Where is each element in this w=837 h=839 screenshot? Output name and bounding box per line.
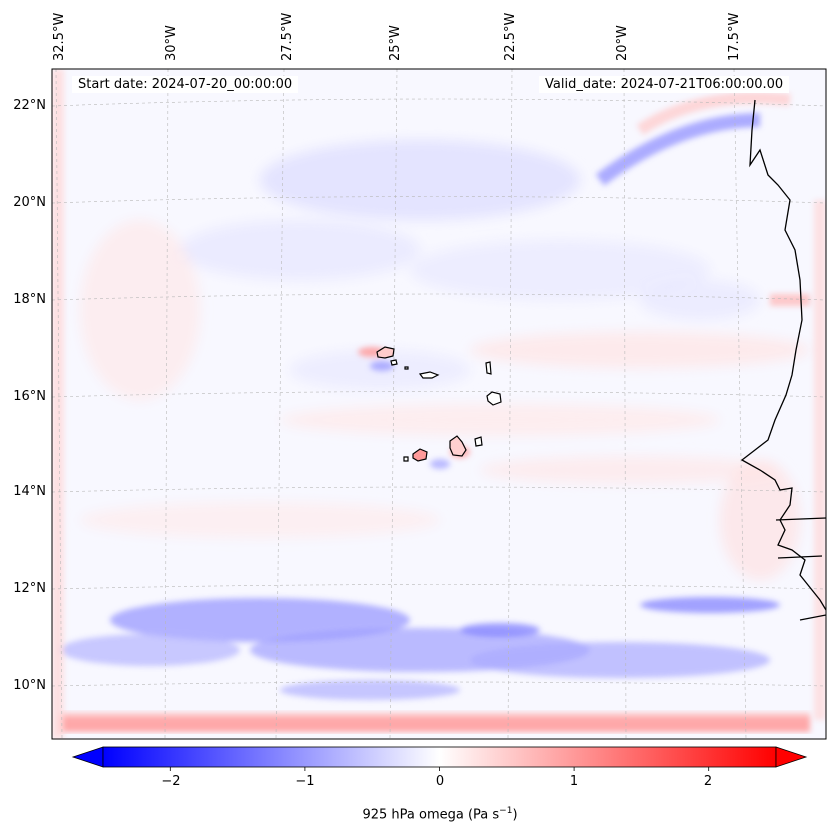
edge-strip (52, 69, 64, 739)
ascent-band (60, 634, 240, 666)
lon-label: 32.5°W (52, 12, 67, 61)
field-patch (410, 240, 710, 300)
omega-field (52, 69, 826, 739)
lat-label: 20°N (13, 195, 46, 210)
valid-date: Valid_date: 2024-07-21T06:00:00.00 (539, 76, 790, 93)
lat-label: 16°N (13, 389, 46, 404)
lon-label: 27.5°W (280, 12, 295, 61)
colorbar-label-close: ) (512, 807, 518, 823)
lat-label: 10°N (13, 678, 46, 693)
coastal-inlet (777, 555, 823, 559)
coastal-inlet (799, 614, 826, 621)
field-patch (260, 140, 580, 220)
lon-label: 17.5°W (727, 12, 742, 61)
colorbar-tick-label: 1 (569, 774, 579, 789)
islands (376, 346, 502, 462)
ascent-band (280, 680, 460, 700)
colorbar-tick-label: −1 (295, 774, 315, 789)
gridlines (52, 69, 826, 739)
boundary-band (60, 716, 810, 732)
field-patch (640, 280, 760, 320)
colorbar-label-text: 925 hPa omega (Pa s (362, 807, 500, 823)
lon-label: 30°W (164, 25, 179, 61)
colorbar-extend-high (775, 746, 808, 768)
lat-label: 14°N (13, 484, 46, 499)
lat-label: 22°N (13, 98, 46, 113)
field-patch (180, 220, 420, 280)
island (390, 359, 398, 366)
ascent-band (470, 642, 770, 678)
lat-label: 12°N (13, 581, 46, 596)
island-wake (430, 459, 450, 469)
start-date: Start date: 2024-07-20_00:00:00 (72, 76, 299, 93)
ascent-band (640, 597, 780, 613)
map-frame (51, 68, 827, 740)
island (404, 366, 409, 370)
ascent-streak (595, 113, 761, 186)
island (403, 456, 409, 462)
african-coastline (740, 99, 826, 611)
field-patch (80, 220, 200, 400)
colorbar-tick-label: −2 (161, 774, 181, 789)
edge-strip (814, 200, 826, 720)
island-wake (370, 361, 394, 371)
coastal-inlet (775, 517, 826, 521)
colorbar-label: 925 hPa omega (Pa s−1) (362, 806, 517, 822)
island (486, 391, 502, 406)
field-patch (80, 502, 440, 538)
lat-label: 18°N (13, 292, 46, 307)
field-patch (280, 404, 720, 436)
island (485, 361, 492, 375)
colorbar-tick-label: 0 (435, 774, 445, 789)
ascent-band (460, 623, 540, 637)
field-patch (480, 456, 780, 484)
colorbar (102, 746, 777, 768)
colorbar-tick-label: 2 (703, 774, 713, 789)
field-patch (470, 332, 810, 368)
lon-label: 22.5°W (503, 12, 518, 61)
island (418, 371, 440, 379)
lon-label: 25°W (388, 25, 403, 61)
colorbar-label-exponent: −1 (499, 806, 513, 816)
colorbar-tick-marks (169, 767, 710, 771)
lon-label: 20°W (615, 25, 630, 61)
island (376, 346, 395, 359)
island (449, 435, 467, 457)
boundary-band (60, 712, 810, 717)
island (412, 448, 428, 462)
island (474, 436, 483, 447)
colorbar-extend-low (71, 746, 104, 768)
